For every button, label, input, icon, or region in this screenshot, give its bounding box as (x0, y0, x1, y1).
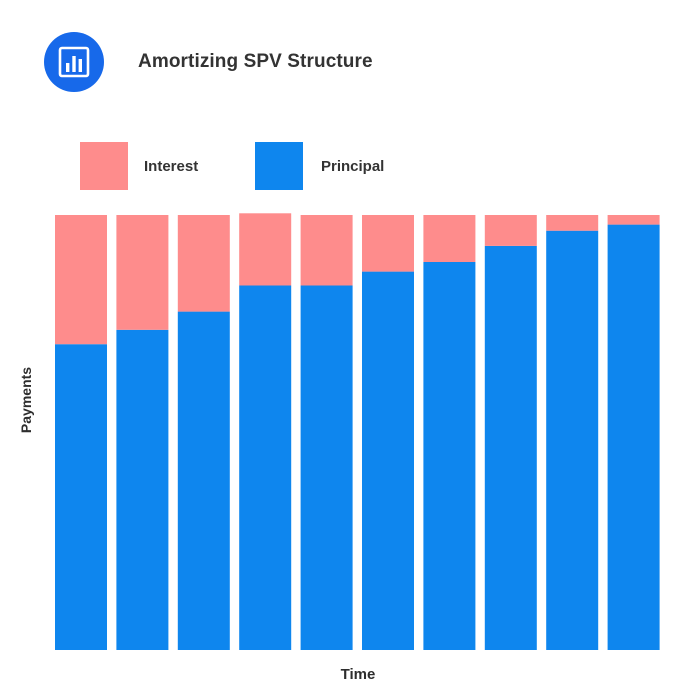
bar-principal-8 (484, 245, 537, 650)
bar-principal-6 (362, 271, 414, 650)
bar-interest-9 (546, 215, 599, 231)
bar-principal-1 (55, 344, 107, 650)
bar-principal-7 (423, 262, 476, 650)
bar-interest-5 (300, 215, 353, 286)
bar-interest-6 (362, 215, 414, 272)
legend-label-interest: Interest (144, 158, 199, 175)
bar-principal-3 (177, 311, 230, 650)
bar-principal-9 (546, 230, 599, 650)
logo-badge (44, 32, 104, 92)
bar-interest-2 (116, 215, 169, 330)
bar-principal-5 (300, 285, 353, 650)
bar-interest-7 (423, 215, 476, 262)
bar-interest-10 (607, 215, 660, 225)
x-axis-label: Time (340, 666, 376, 683)
bar-principal-4 (239, 285, 292, 650)
bar-interest-8 (484, 215, 537, 246)
y-axis-label: Payments (18, 366, 34, 434)
bar-principal-10 (607, 224, 660, 650)
legend-swatch-interest (80, 142, 128, 190)
legend-swatch-principal (255, 142, 303, 190)
bar-interest-3 (177, 215, 230, 312)
bar-principal-2 (116, 329, 169, 650)
bar-interest-1 (55, 215, 107, 345)
legend-label-principal: Principal (321, 158, 385, 175)
bar-interest-4 (239, 213, 292, 286)
chart-title: Amortizing SPV Structure (138, 51, 373, 72)
bar-chart-icon (58, 46, 90, 78)
